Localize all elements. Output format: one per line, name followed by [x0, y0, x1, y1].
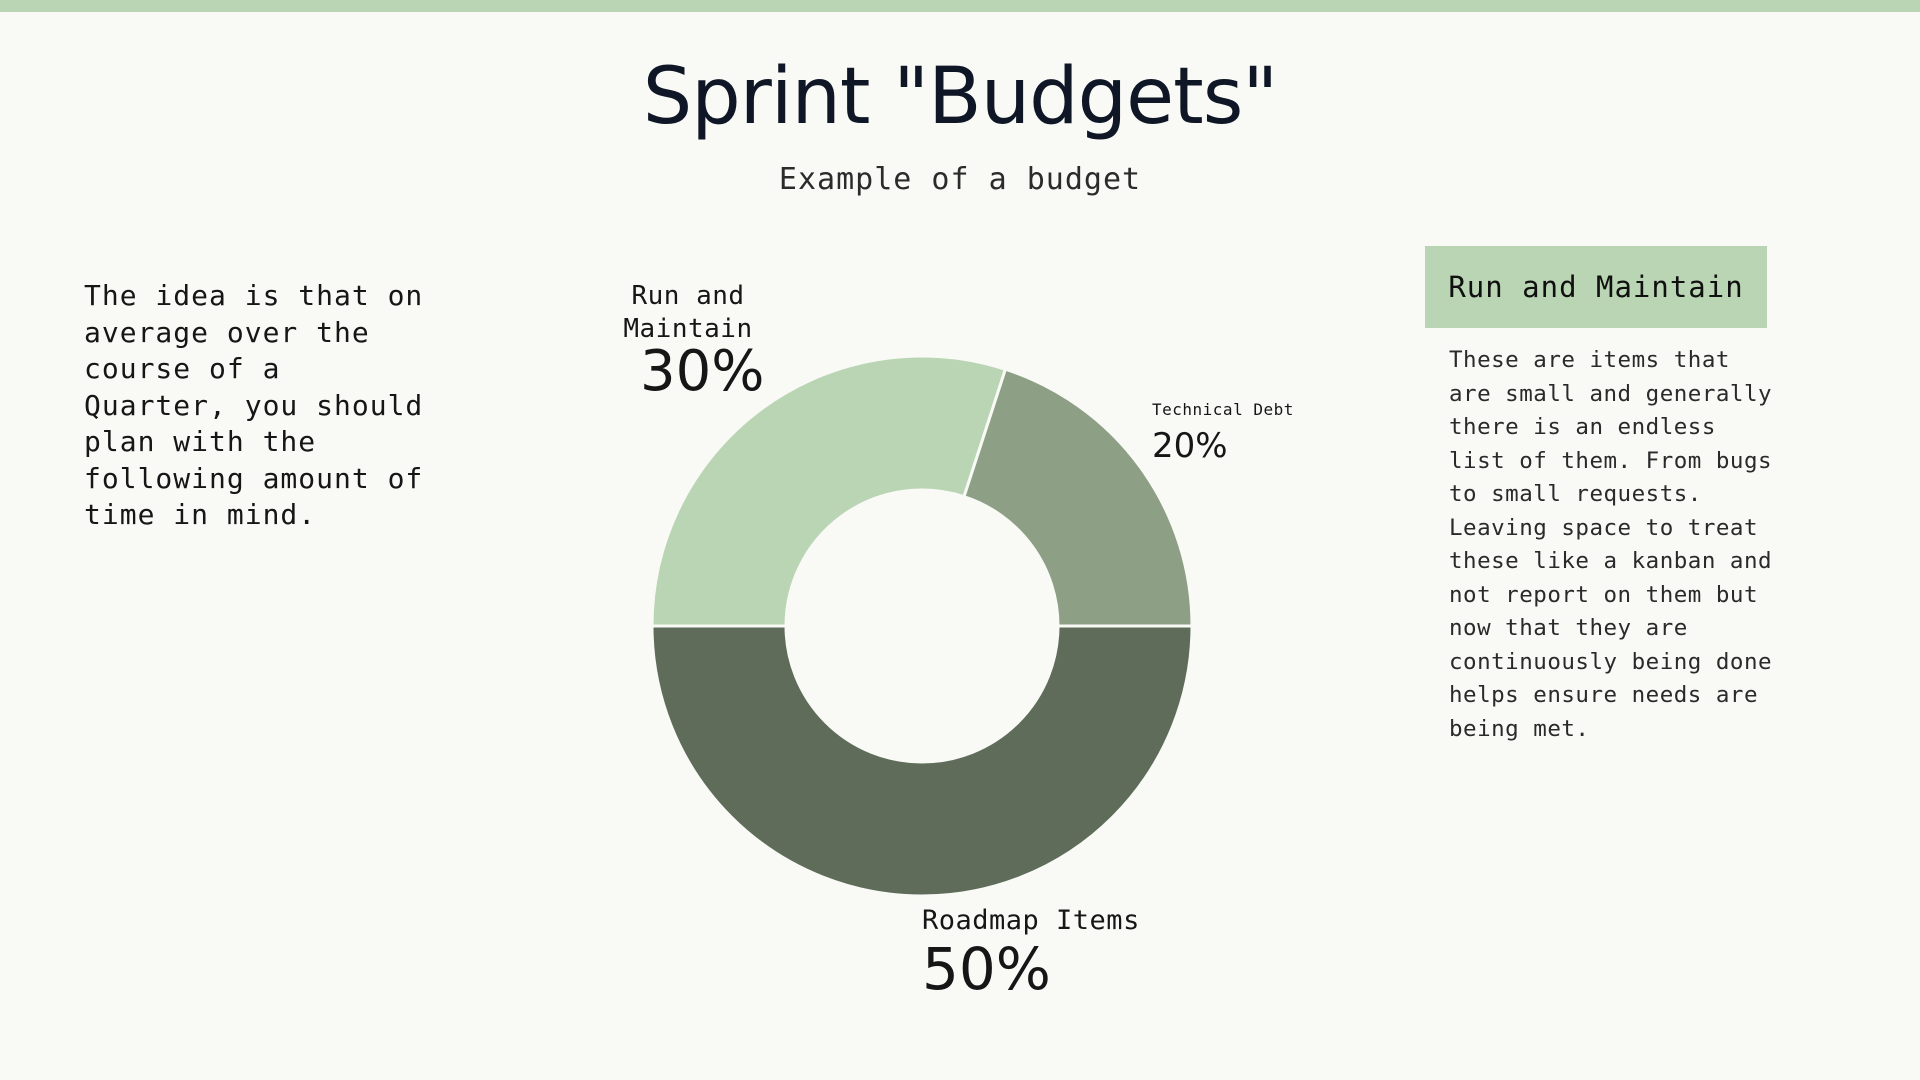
donut-slice-run-and-maintain — [650, 354, 1008, 628]
label-technical-debt-name: Technical Debt — [1152, 400, 1294, 419]
sidebar-body: These are items that are small and gener… — [1449, 347, 1773, 742]
label-technical-debt-value: 20% — [1152, 426, 1228, 466]
page-subtitle: Example of a budget — [778, 162, 1142, 197]
donut-slice-technical-debt — [962, 367, 1194, 628]
label-roadmap-items-value: 50% — [922, 935, 1051, 1003]
page-title: Sprint "Budgets" — [642, 52, 1279, 142]
label-run-and-maintain-value: 30% — [640, 339, 765, 404]
sidebar-heading: Run and Maintain — [1425, 246, 1767, 328]
top-accent-bar — [0, 0, 1920, 12]
intro-text: The idea is that on average over the cou… — [84, 279, 424, 531]
label-run-and-maintain-name: Run and Maintain — [623, 281, 753, 344]
donut-slice-roadmap-items — [650, 624, 1194, 898]
label-roadmap-items-name: Roadmap Items — [922, 905, 1140, 936]
